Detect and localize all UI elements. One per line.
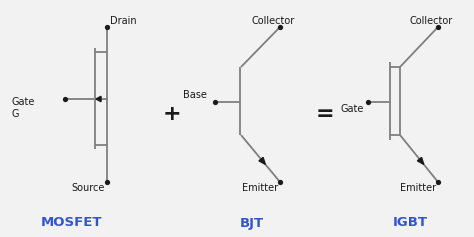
Text: BJT: BJT: [240, 217, 264, 229]
Text: +: +: [163, 104, 182, 123]
Text: Gate
G: Gate G: [12, 97, 36, 118]
Text: MOSFET: MOSFET: [41, 217, 103, 229]
Text: Gate: Gate: [341, 104, 365, 114]
Text: Emitter: Emitter: [400, 183, 436, 193]
Text: Base: Base: [183, 90, 207, 100]
Polygon shape: [418, 157, 424, 164]
Text: =: =: [316, 104, 334, 123]
Polygon shape: [96, 96, 101, 102]
Text: Drain: Drain: [110, 16, 137, 26]
Text: Collector: Collector: [410, 16, 453, 26]
Text: Collector: Collector: [252, 16, 295, 26]
Polygon shape: [259, 157, 265, 164]
Text: Source: Source: [71, 183, 104, 193]
Text: IGBT: IGBT: [392, 217, 428, 229]
Text: Emitter: Emitter: [242, 183, 278, 193]
